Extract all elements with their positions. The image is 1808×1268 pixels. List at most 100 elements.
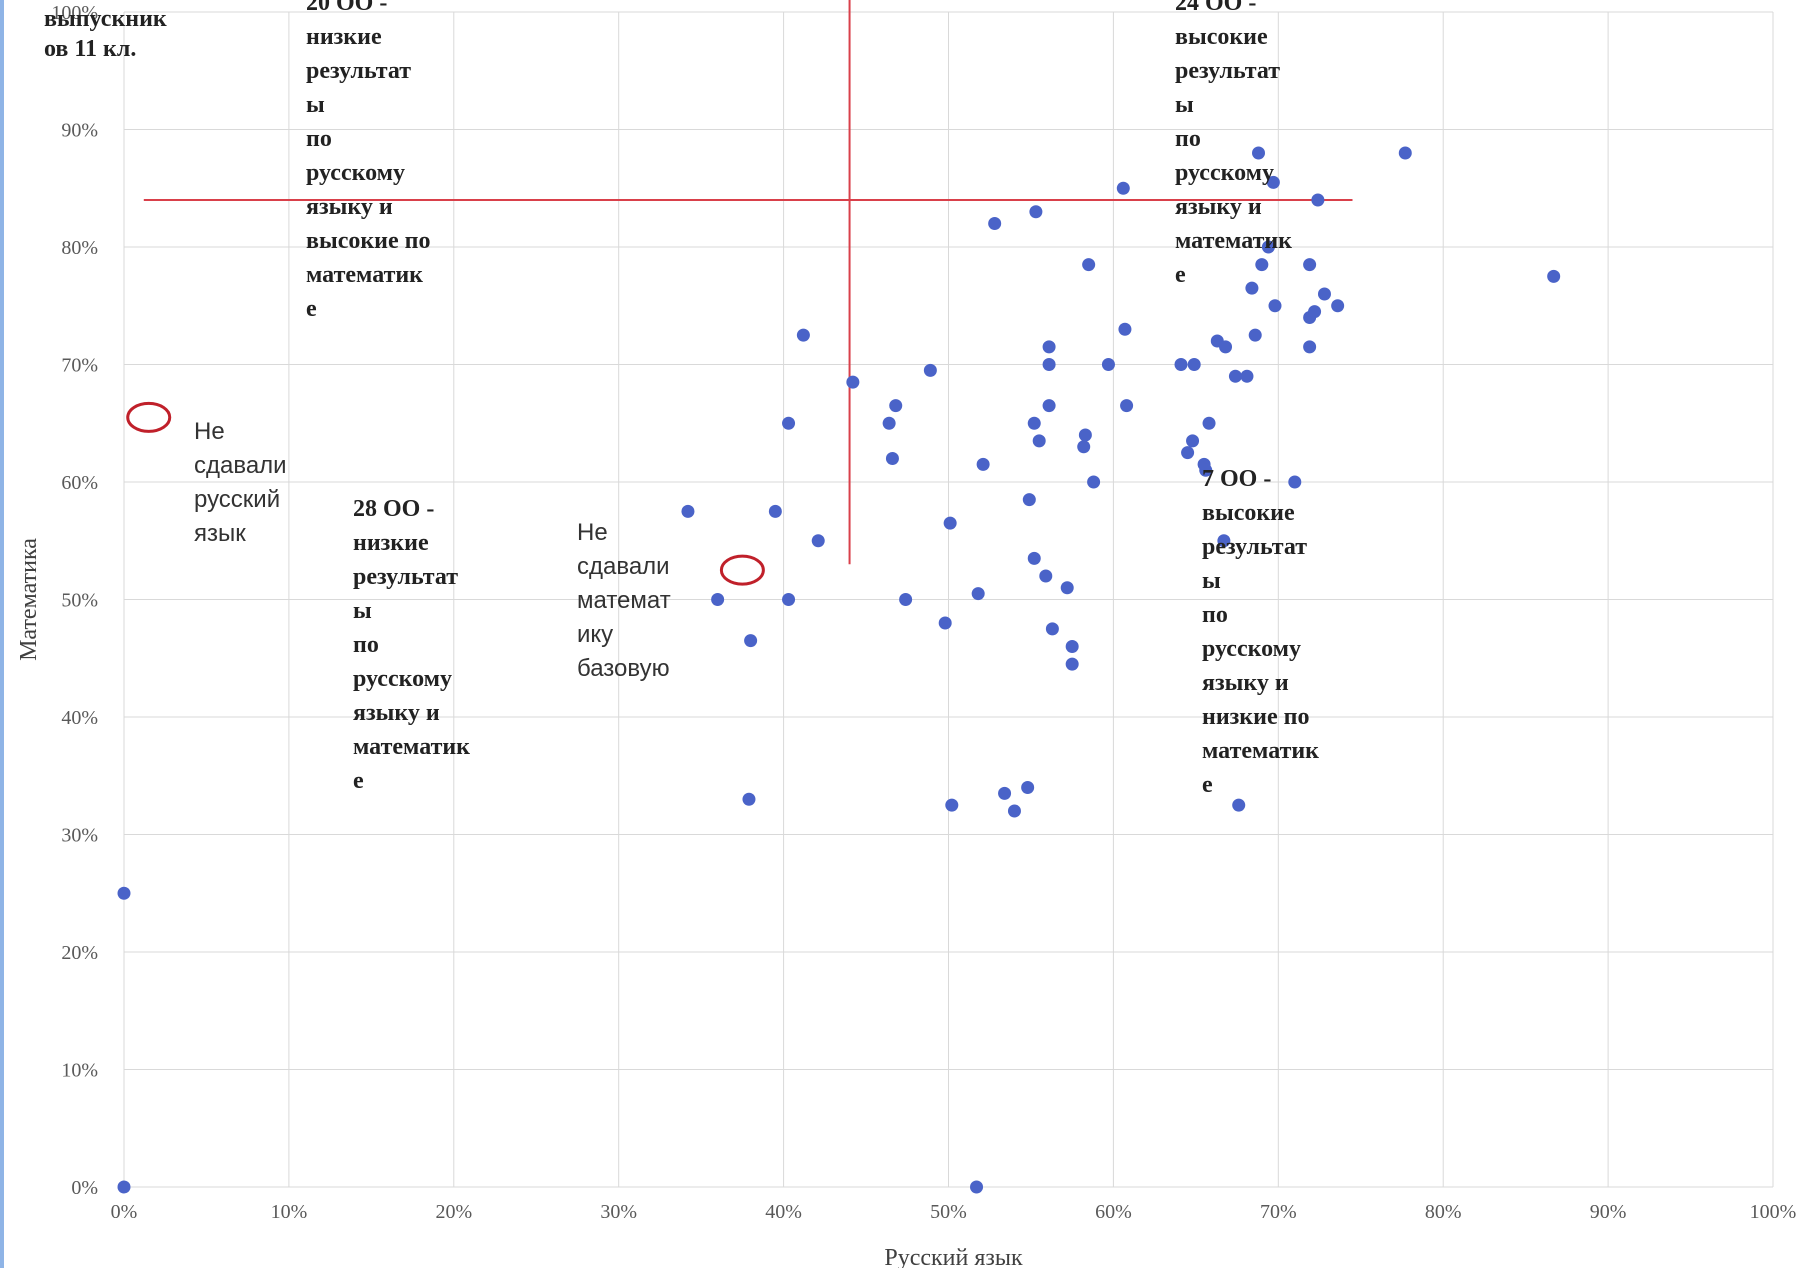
data-point [1039, 569, 1053, 583]
y-tick-label: 90% [61, 120, 98, 142]
data-point [938, 616, 952, 630]
y-axis-title: Математика [16, 538, 42, 661]
data-point [1022, 493, 1036, 507]
x-tick-label: 10% [271, 1201, 308, 1223]
data-point [1045, 622, 1059, 636]
data-point [882, 416, 896, 430]
data-point [742, 792, 756, 806]
data-point [1042, 399, 1056, 413]
data-point [711, 593, 725, 606]
data-point [782, 593, 796, 606]
data-point [1060, 581, 1074, 595]
x-tick-label: 100% [1750, 1201, 1797, 1223]
data-point [1077, 440, 1091, 454]
data-point [1217, 534, 1231, 548]
y-tick-label: 70% [61, 355, 98, 377]
data-point [1065, 657, 1079, 671]
data-point [681, 504, 695, 518]
data-point [1116, 181, 1130, 195]
data-point [1311, 193, 1325, 207]
y-tick-label: 60% [61, 472, 98, 494]
annotation-quadrant-top-left: 20 ОО - низкие результат ы по русскому я… [306, 0, 431, 322]
data-point [976, 457, 990, 471]
data-point [782, 416, 796, 430]
data-point [1187, 358, 1201, 371]
data-point [998, 786, 1012, 800]
window-left-edge [0, 0, 4, 1268]
annotation-quadrant-bottom-right: 7 ОО - высокие результат ы по русскому я… [1202, 466, 1320, 798]
data-point [744, 634, 758, 648]
data-point [971, 587, 985, 601]
data-point [1174, 358, 1188, 371]
data-point [811, 534, 825, 548]
data-point [1317, 287, 1331, 301]
x-tick-label: 50% [930, 1201, 967, 1223]
y-tick-label: 40% [61, 707, 98, 729]
x-tick-label: 70% [1260, 1201, 1297, 1223]
data-point [1181, 446, 1195, 460]
data-point [1240, 369, 1254, 383]
data-point [1261, 240, 1275, 254]
data-point [117, 1180, 131, 1194]
data-point [899, 593, 913, 606]
x-tick-label: 30% [600, 1201, 637, 1223]
data-point [1065, 640, 1079, 653]
data-point [988, 217, 1002, 230]
x-tick-label: 60% [1095, 1201, 1132, 1223]
data-point [1248, 328, 1262, 342]
x-axis-title: Русский язык [884, 1245, 1023, 1268]
x-tick-label: 0% [111, 1201, 138, 1223]
data-point [1007, 804, 1021, 818]
data-point [1228, 369, 1242, 383]
y-tick-label: 0% [71, 1177, 98, 1199]
data-point [1268, 299, 1282, 313]
data-point [970, 1180, 984, 1194]
data-point [1101, 358, 1115, 371]
data-point [1042, 358, 1056, 371]
data-point [1303, 340, 1317, 354]
data-point [1547, 269, 1561, 283]
data-point [1199, 463, 1213, 477]
data-point [923, 363, 937, 377]
annotation-quadrant-top-right: 24 ОО - высокие результат ы по русскому … [1175, 0, 1293, 288]
data-point [1082, 258, 1096, 272]
data-point [1398, 146, 1412, 160]
data-point [1303, 258, 1317, 272]
data-point [1186, 434, 1200, 448]
data-point [117, 886, 131, 900]
annotation-no-russian: Не сдавали русский язык [194, 418, 287, 547]
data-point [1042, 340, 1056, 354]
annotation-top-left-clipped: выпускник ов 11 кл. [44, 6, 167, 62]
data-point [1029, 205, 1043, 219]
data-point [1202, 416, 1216, 430]
data-point [768, 504, 782, 518]
y-tick-label: 20% [61, 942, 98, 964]
data-point [1308, 305, 1322, 319]
data-point [889, 399, 903, 413]
data-point [796, 328, 810, 342]
data-point [1232, 798, 1246, 812]
data-point [1120, 399, 1134, 413]
y-tick-label: 100% [51, 2, 98, 24]
highlight-ellipse [126, 401, 172, 433]
data-point [1027, 416, 1041, 430]
x-tick-label: 40% [765, 1201, 802, 1223]
highlight-ellipse [719, 554, 765, 586]
data-point [1331, 299, 1345, 313]
data-point [1255, 258, 1269, 272]
y-tick-label: 30% [61, 825, 98, 847]
data-point [1288, 475, 1302, 489]
data-point [885, 452, 899, 465]
data-point [1266, 175, 1280, 189]
y-tick-label: 10% [61, 1060, 98, 1082]
x-tick-label: 80% [1425, 1201, 1462, 1223]
data-point [945, 798, 959, 812]
data-point [846, 375, 860, 389]
x-tick-label: 90% [1590, 1201, 1627, 1223]
data-point [1245, 281, 1259, 295]
data-point [1078, 428, 1092, 442]
data-point [1252, 146, 1266, 160]
data-point [1032, 434, 1046, 448]
